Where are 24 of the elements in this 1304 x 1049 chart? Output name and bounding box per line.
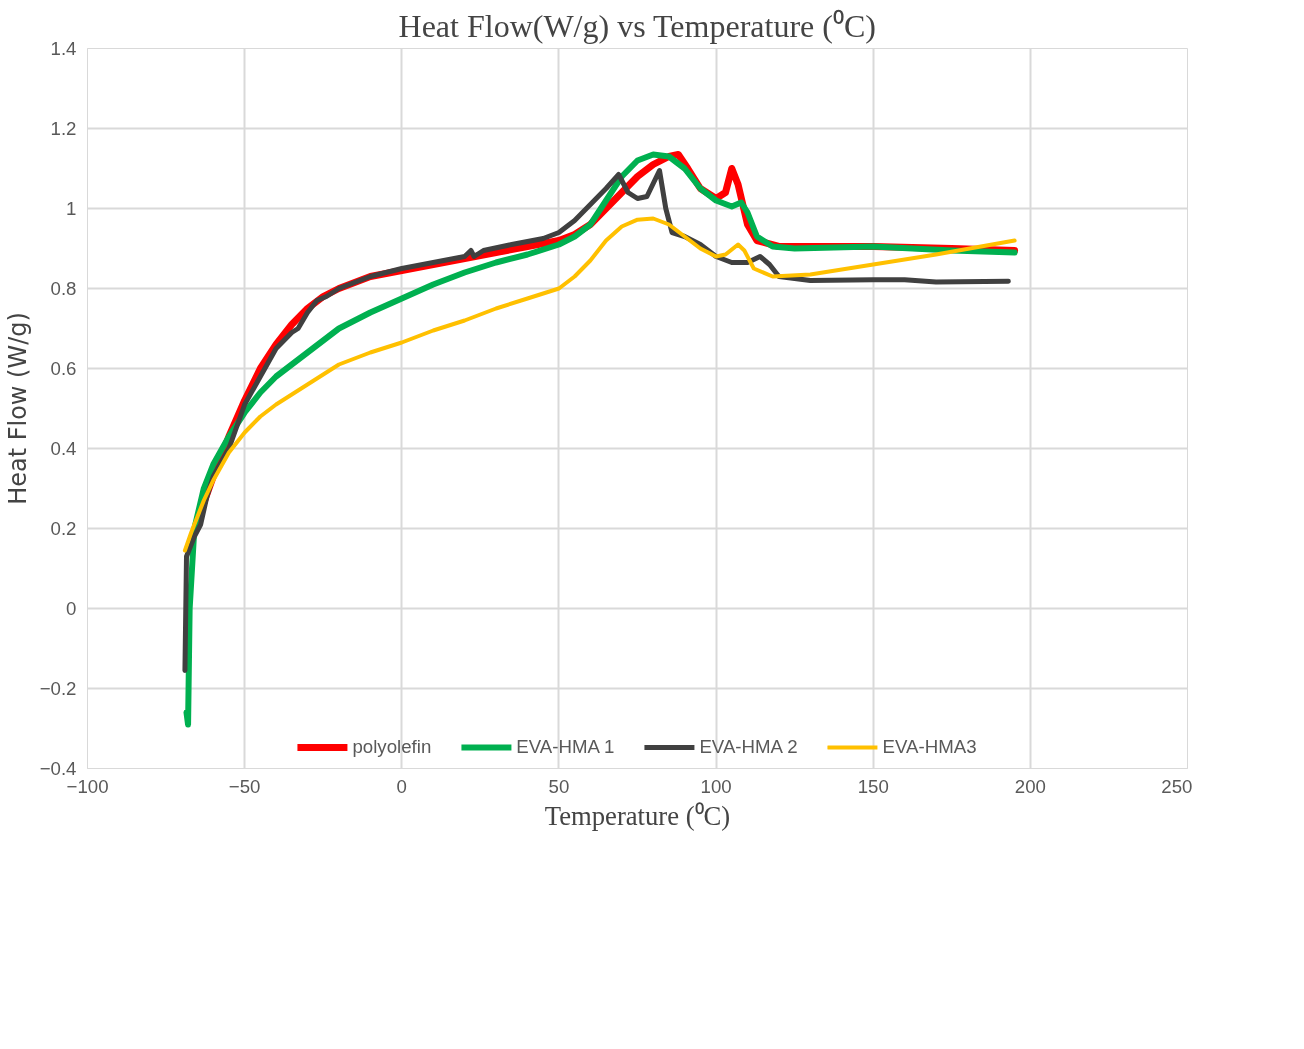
x-tick-label: 50 bbox=[548, 775, 570, 797]
legend-label: polyolefin bbox=[352, 736, 432, 758]
y-tick-label: 0.6 bbox=[50, 358, 77, 379]
x-tick-label: 150 bbox=[857, 775, 889, 797]
x-tick-label: −50 bbox=[228, 775, 261, 797]
x-tick-label: 200 bbox=[1014, 775, 1046, 797]
y-tick-label: 0 bbox=[66, 598, 77, 619]
x-tick-label: 0 bbox=[396, 775, 407, 797]
y-tick-label: 0.4 bbox=[50, 438, 77, 459]
x-tick-label: 100 bbox=[700, 775, 732, 797]
x-axis-title: Temperature (⁰C) bbox=[544, 800, 731, 831]
y-tick-label: 0.8 bbox=[50, 278, 77, 299]
legend-label: EVA-HMA3 bbox=[882, 736, 977, 758]
x-tick-label: 250 bbox=[1161, 775, 1193, 797]
y-tick-label: −0.2 bbox=[39, 678, 77, 699]
y-tick-label: 1.4 bbox=[50, 38, 77, 59]
y-axis-title: Heat Flow (W/g) bbox=[3, 312, 32, 505]
legend-label: EVA-HMA 2 bbox=[699, 736, 798, 758]
y-tick-label: 1.2 bbox=[50, 118, 77, 139]
y-tick-label: 1 bbox=[66, 198, 77, 219]
line-series bbox=[182, 216, 1017, 553]
chart-title: Heat Flow(W/g) vs Temperature (⁰C) bbox=[398, 7, 876, 44]
legend-label: EVA-HMA 1 bbox=[516, 736, 615, 758]
y-tick-label: 0.2 bbox=[50, 518, 77, 539]
